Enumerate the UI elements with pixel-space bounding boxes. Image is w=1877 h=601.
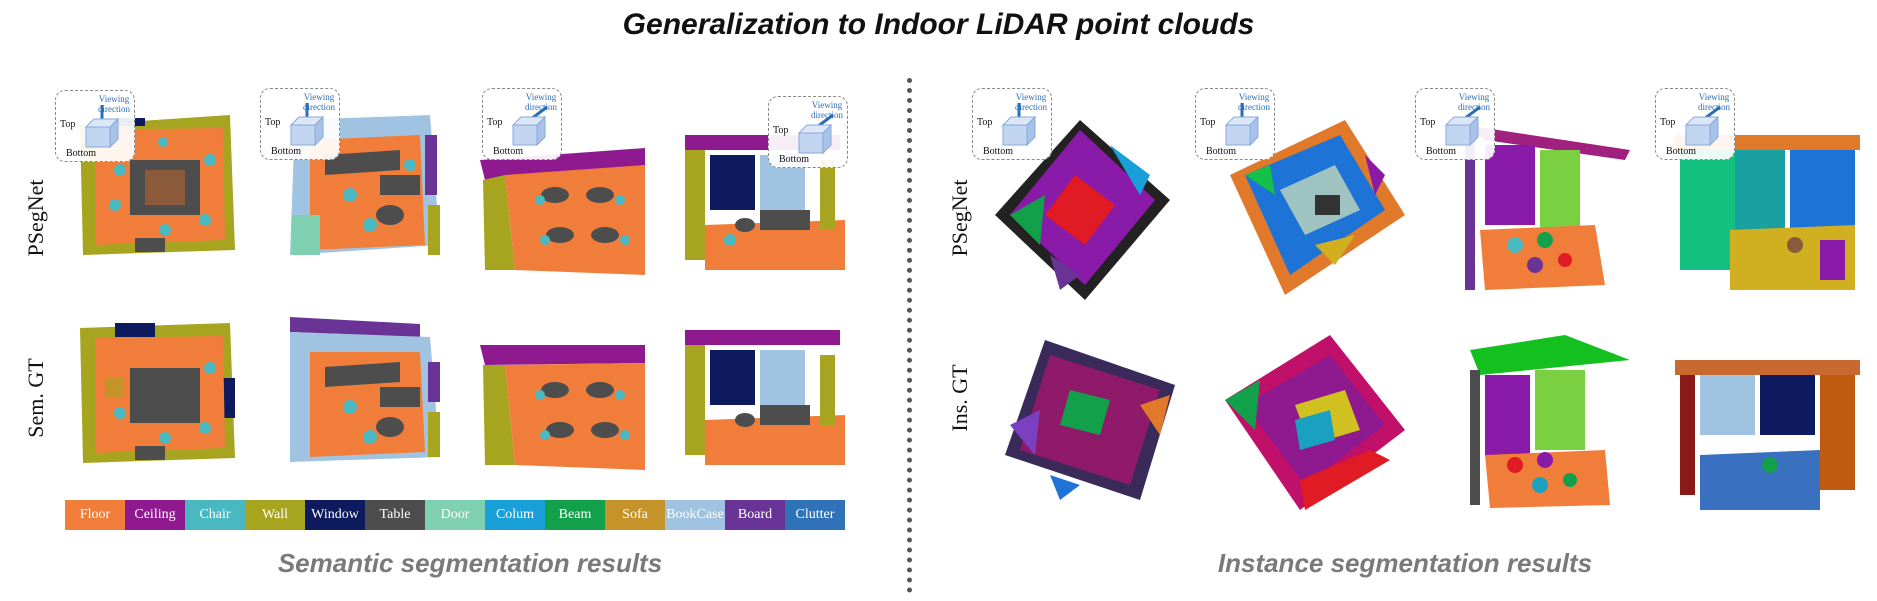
legend-item-bookcase: BookCase: [665, 500, 725, 530]
ins-gt-room-3: [1445, 330, 1635, 510]
legend-item-chair: Chair: [185, 500, 245, 530]
ins-pred-room-1: [990, 115, 1175, 305]
ins-gt-room-2: [1220, 330, 1410, 515]
instance-caption: Instance segmentation results: [1217, 548, 1593, 578]
sem-pred-room-4: [680, 130, 850, 275]
legend-item-board: Board: [725, 500, 785, 530]
row-label-ins-gt: Ins. GT: [947, 364, 972, 432]
view-indicator-sem-1: Viewing direction Top Bottom: [55, 90, 135, 162]
semantic-caption: Semantic segmentation results: [277, 548, 663, 578]
sem-gt-room-3: [475, 335, 650, 475]
class-legend: Floor Ceiling Chair Wall Window Table Door Colu…: [65, 500, 845, 530]
view-indicator-ins-2: Viewing direction Top Bottom: [1195, 88, 1275, 160]
legend-item-table: Table: [365, 500, 425, 530]
legend-item-clutter: Clutter: [785, 500, 845, 530]
legend-item-sofa: Sofa: [605, 500, 665, 530]
ins-pred-room-2: [1215, 115, 1410, 305]
view-indicator-ins-4: Viewing direction Top Bottom: [1655, 88, 1735, 160]
legend-item-beam: Beam: [545, 500, 605, 530]
view-indicator-sem-2: Viewing direction Top Bottom: [260, 88, 340, 160]
legend-item-floor: Floor: [65, 500, 125, 530]
view-indicator-ins-3: Viewing direction Top Bottom: [1415, 88, 1495, 160]
row-label-sem-gt: Sem. GT: [23, 358, 48, 438]
ins-gt-room-4: [1670, 355, 1865, 515]
legend-item-colum: Colum: [485, 500, 545, 530]
sem-gt-room-4: [680, 325, 850, 470]
legend-item-ceiling: Ceiling: [125, 500, 185, 530]
sem-gt-room-2: [280, 312, 450, 472]
sem-gt-room-1: [75, 318, 240, 468]
legend-item-door: Door: [425, 500, 485, 530]
view-indicator-sem-3: Viewing direction Top Bottom: [482, 88, 562, 160]
figure-title: Generalization to Indoor LiDAR point clo…: [622, 8, 1255, 41]
section-divider: [907, 78, 912, 593]
row-label-sem-pred: PSegNet: [23, 179, 48, 257]
legend-item-window: Window: [305, 500, 365, 530]
view-indicator-sem-4: Viewing direction Top Bottom: [768, 96, 848, 168]
row-label-ins-pred: PSegNet: [947, 179, 972, 257]
sem-pred-room-3: [475, 140, 650, 280]
ins-gt-room-1: [1000, 335, 1180, 505]
view-indicator-ins-1: Viewing direction Top Bottom: [972, 88, 1052, 160]
ins-pred-room-3: [1445, 120, 1635, 295]
ins-pred-room-4: [1670, 130, 1865, 295]
legend-item-wall: Wall: [245, 500, 305, 530]
